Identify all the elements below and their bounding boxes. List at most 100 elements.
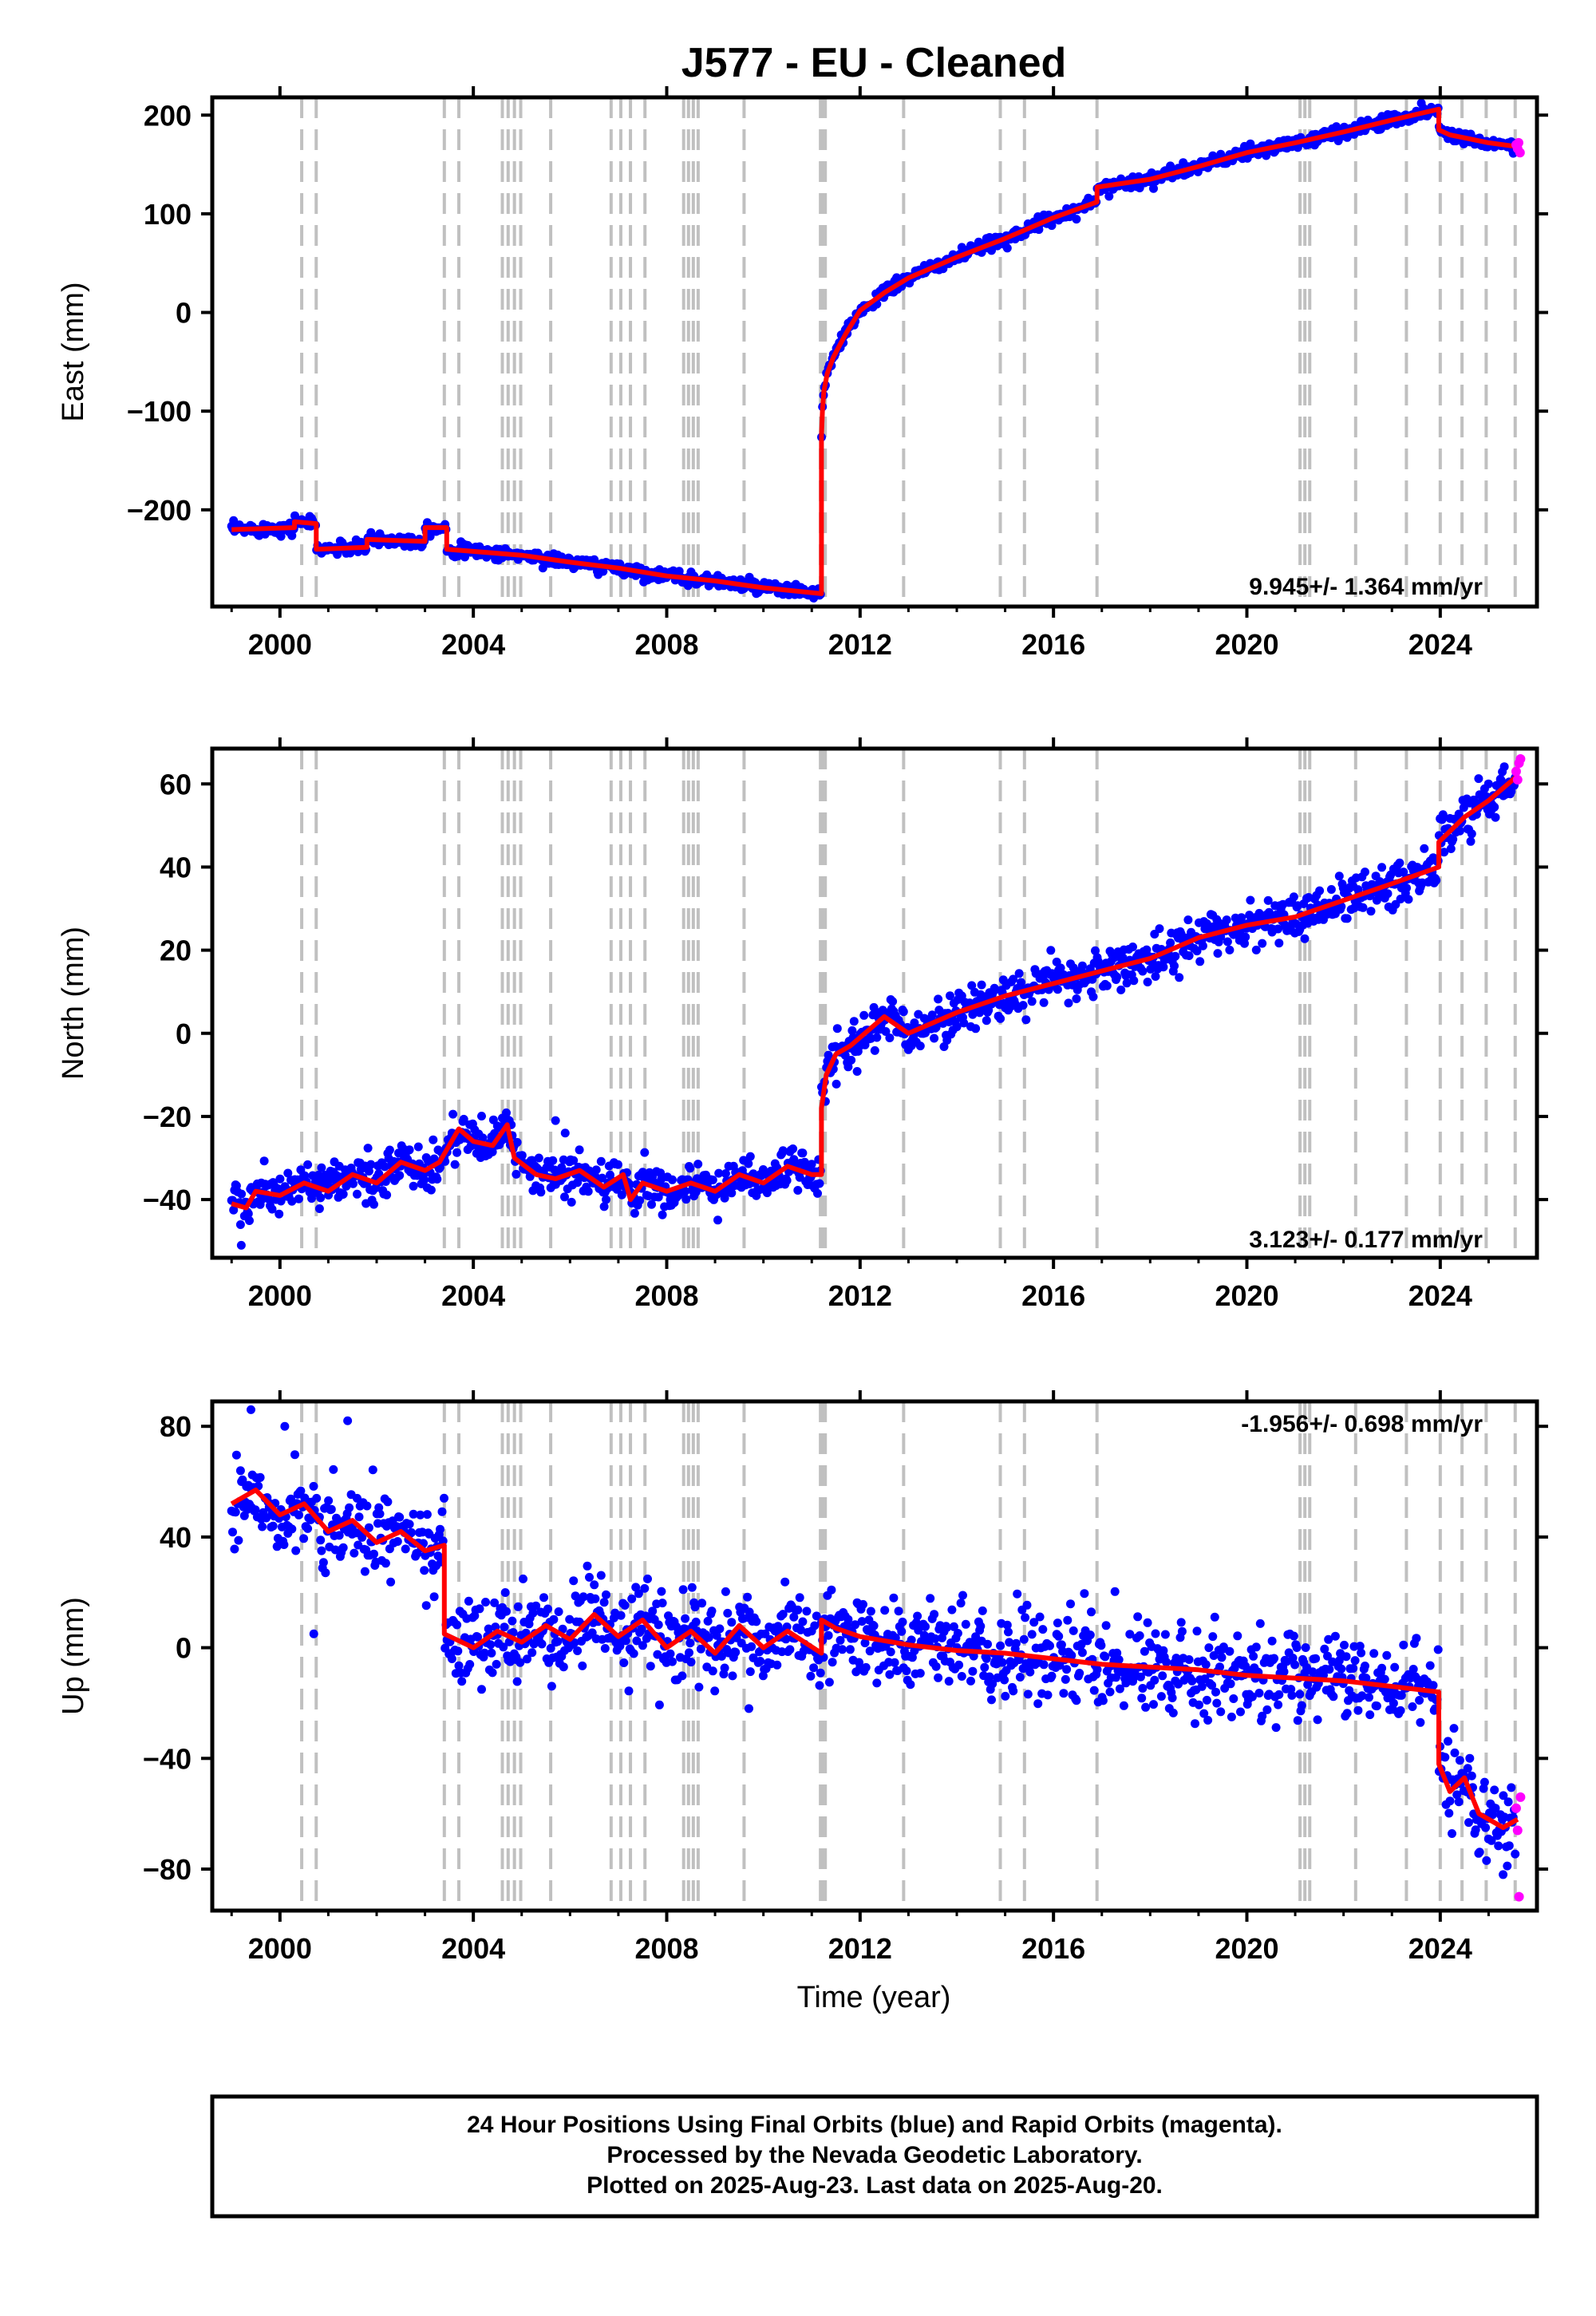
x-tick-label: 2000: [248, 1932, 312, 1965]
x-tick-label: 2020: [1215, 1932, 1278, 1965]
data-point: [1170, 961, 1179, 970]
data-point: [721, 1587, 730, 1596]
data-point: [1463, 1764, 1472, 1773]
data-point: [890, 1658, 899, 1667]
data-point: [1229, 1694, 1238, 1703]
data-point: [1061, 1674, 1070, 1684]
data-point: [1258, 1711, 1267, 1721]
data-point: [926, 1594, 935, 1603]
data-point: [967, 981, 977, 990]
data-point: [317, 1546, 326, 1555]
data-point: [1072, 215, 1081, 224]
y-tick-label: −20: [143, 1101, 192, 1133]
data-point: [1479, 1777, 1489, 1787]
data-point: [681, 1195, 691, 1204]
data-point: [230, 1544, 239, 1554]
data-point: [648, 1607, 658, 1616]
data-point: [512, 1169, 521, 1179]
data-point: [1365, 1710, 1375, 1720]
data-point: [1366, 907, 1376, 916]
data-point: [508, 1616, 517, 1626]
data-point: [957, 1672, 966, 1681]
data-point: [565, 1614, 575, 1624]
data-point: [971, 1024, 981, 1034]
data-point: [1101, 1621, 1111, 1630]
data-point: [1320, 1644, 1329, 1654]
data-point: [338, 1189, 348, 1199]
data-point: [857, 1617, 867, 1626]
data-point: [1289, 892, 1298, 902]
data-point: [793, 1186, 803, 1195]
data-point: [681, 1187, 690, 1196]
data-point: [1011, 1638, 1021, 1648]
data-point: [1295, 1690, 1305, 1699]
rapid-point: [1512, 775, 1523, 785]
data-point: [796, 1625, 805, 1634]
data-point: [1249, 1651, 1258, 1661]
data-point: [551, 1116, 560, 1125]
data-point: [1240, 939, 1249, 948]
data-point: [1027, 997, 1037, 1006]
data-point: [620, 1601, 630, 1610]
y-tick-label: 0: [176, 1018, 192, 1050]
data-point: [1389, 1698, 1398, 1708]
data-point: [1047, 1671, 1057, 1681]
data-point: [546, 1643, 555, 1653]
data-point: [1289, 1631, 1298, 1641]
data-point: [477, 1685, 486, 1694]
y-tick-label: 40: [160, 851, 192, 883]
data-point: [1121, 1678, 1131, 1688]
y-tick-label: −200: [127, 494, 192, 527]
y-tick-label: 0: [176, 1632, 192, 1665]
data-point: [429, 1592, 439, 1602]
y-tick-label: −80: [143, 1853, 192, 1886]
data-point: [1137, 1694, 1147, 1703]
y-tick-label: 200: [144, 99, 192, 132]
data-point: [1080, 1589, 1089, 1599]
y-tick-label: −40: [143, 1184, 192, 1216]
data-point: [464, 1596, 473, 1606]
data-point: [911, 1618, 921, 1627]
data-point: [433, 1175, 442, 1184]
data-point: [681, 1614, 690, 1623]
data-point: [235, 1220, 245, 1229]
data-point: [1195, 1700, 1203, 1709]
data-point: [1415, 1696, 1424, 1705]
data-point: [802, 1607, 812, 1616]
up-model-line: [230, 1488, 1519, 1830]
data-point: [602, 1195, 610, 1204]
data-point: [318, 1558, 328, 1567]
data-point: [1133, 1612, 1143, 1622]
data-point: [1395, 858, 1404, 868]
data-point: [299, 1534, 309, 1543]
data-point: [1454, 1797, 1464, 1807]
data-point: [921, 1622, 930, 1631]
data-point: [1358, 903, 1368, 912]
data-point: [452, 1148, 462, 1157]
data-point: [1227, 1712, 1236, 1721]
data-point: [465, 1660, 475, 1669]
data-point: [536, 1188, 546, 1197]
data-point: [499, 1642, 508, 1652]
data-point: [720, 1193, 729, 1203]
data-point: [1150, 1675, 1159, 1685]
data-point: [1450, 1748, 1460, 1757]
data-point: [1496, 776, 1506, 785]
data-point: [477, 1112, 486, 1120]
data-point: [1292, 1643, 1302, 1652]
east-y-axis-label: East (mm): [57, 282, 90, 421]
data-point: [977, 980, 986, 990]
data-point: [334, 1531, 344, 1540]
rapid-point: [1514, 1891, 1524, 1902]
data-point: [613, 1160, 622, 1169]
data-point: [583, 1561, 592, 1571]
data-point: [1372, 1701, 1381, 1711]
data-point: [1057, 1640, 1066, 1650]
data-point: [1342, 914, 1352, 923]
data-point: [1135, 1631, 1144, 1640]
data-point: [723, 1608, 733, 1618]
data-point: [600, 1644, 610, 1653]
data-point: [793, 1605, 803, 1614]
x-tick-label: 2016: [1021, 628, 1085, 661]
data-point: [1452, 1790, 1462, 1800]
